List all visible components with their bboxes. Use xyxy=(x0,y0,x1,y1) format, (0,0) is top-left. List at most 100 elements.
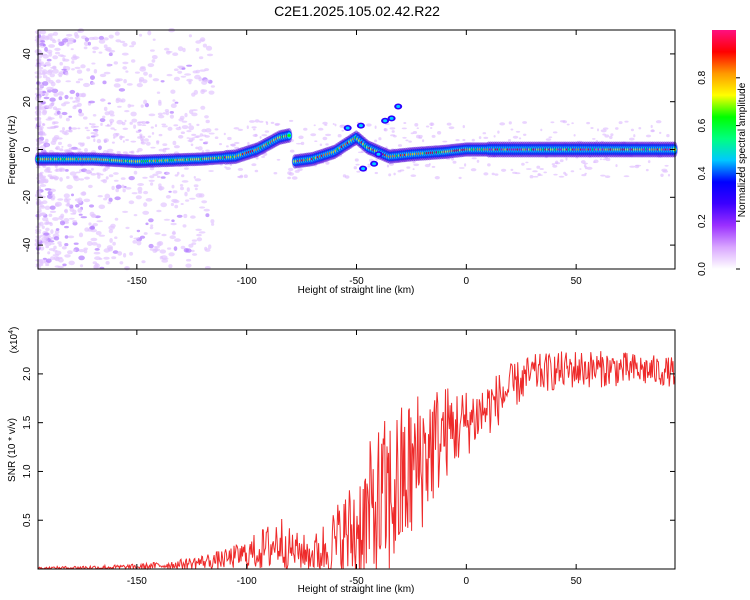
heatmap-cell xyxy=(633,134,635,137)
heatmap-cell xyxy=(69,148,73,151)
heatmap-cell xyxy=(164,219,170,221)
heatmap-cell xyxy=(97,244,102,248)
heatmap-cell xyxy=(322,122,327,125)
heatmap-cell xyxy=(111,256,116,259)
heatmap-cell xyxy=(202,135,206,137)
heatmap-cell xyxy=(122,53,129,56)
heatmap-cell xyxy=(54,236,59,240)
heatmap-cell xyxy=(487,163,491,166)
heatmap-cell xyxy=(338,134,342,137)
heatmap-cell xyxy=(172,99,175,102)
heatmap-cell xyxy=(592,138,596,140)
heatmap-cell xyxy=(290,150,295,153)
heatmap-cell xyxy=(244,174,248,178)
heatmap-cell xyxy=(195,229,202,231)
colorbar-tick-label: 0.2 xyxy=(697,214,708,228)
snr-y-scale-label: (x10 xyxy=(9,333,20,353)
heatmap-cell xyxy=(559,176,565,178)
heatmap-cell xyxy=(78,109,82,114)
heatmap-cell xyxy=(192,239,197,241)
heatmap-cell xyxy=(84,249,88,253)
heatmap-cell xyxy=(227,137,232,140)
heatmap-cell xyxy=(164,48,170,51)
heatmap-cell xyxy=(42,71,45,76)
heatmap-cell xyxy=(210,219,214,223)
heatmap-cell xyxy=(114,61,118,64)
heatmap-cell xyxy=(624,121,628,123)
heatmap-cell xyxy=(168,127,173,131)
heatmap-cell xyxy=(150,226,154,229)
spectrogram-x-tick-label: -100 xyxy=(237,276,257,287)
heatmap-cell xyxy=(666,134,669,137)
heatmap-cell xyxy=(158,113,163,116)
heatmap-cell xyxy=(178,135,183,139)
heatmap-cell xyxy=(114,236,117,239)
heatmap-cell xyxy=(189,198,196,200)
heatmap-cell xyxy=(665,165,669,167)
heatmap-cell xyxy=(191,134,196,136)
heatmap-cell xyxy=(142,79,147,83)
heatmap-cell xyxy=(48,44,55,48)
heatmap-cell xyxy=(199,139,203,141)
heatmap-cell xyxy=(122,62,128,65)
heatmap-cell xyxy=(57,137,63,139)
heatmap-cell xyxy=(56,228,60,231)
heatmap-cell xyxy=(188,80,191,84)
heatmap-cell xyxy=(200,106,205,110)
heatmap-cell xyxy=(230,144,236,146)
heatmap-cell xyxy=(97,139,101,143)
heatmap-cell xyxy=(191,250,195,252)
heatmap-cell xyxy=(188,123,191,126)
spectrogram-y-tick-label: 40 xyxy=(22,48,33,60)
heatmap-cell xyxy=(104,107,108,111)
colorbar-tick-label: 0.4 xyxy=(697,166,708,180)
heatmap-cell xyxy=(615,164,617,167)
heatmap-cell xyxy=(137,183,144,186)
heatmap-cell xyxy=(170,115,174,119)
heatmap-cell xyxy=(62,57,65,61)
heatmap-cell xyxy=(93,138,95,142)
heatmap-cell xyxy=(97,175,100,179)
heatmap-cell xyxy=(247,142,249,145)
heatmap-cell xyxy=(590,127,593,129)
heatmap-cell xyxy=(181,174,184,177)
heatmap-cell xyxy=(199,56,203,59)
heatmap-cell xyxy=(37,116,41,120)
heatmap-cell xyxy=(511,129,514,131)
heatmap-cell xyxy=(388,173,391,176)
heatmap-cell xyxy=(89,226,95,230)
heatmap-cell xyxy=(83,199,90,203)
heatmap-cell xyxy=(64,198,68,202)
heatmap-cell xyxy=(253,129,256,131)
heatmap-cell xyxy=(68,236,74,239)
snr-y-scale: (x104) xyxy=(8,327,20,354)
heatmap-cell xyxy=(177,66,183,69)
heatmap-cell xyxy=(42,91,46,94)
heatmap-cell xyxy=(46,259,52,263)
heatmap-cell xyxy=(76,148,81,150)
heatmap-cell xyxy=(148,63,155,67)
heatmap-cell xyxy=(110,114,115,116)
heatmap-cell xyxy=(161,176,166,179)
heatmap-cell xyxy=(110,122,113,126)
heatmap-cell xyxy=(103,138,109,142)
heatmap-cell xyxy=(73,249,77,252)
heatmap-cell xyxy=(137,124,142,126)
heatmap-cell xyxy=(335,124,337,127)
heatmap-cell xyxy=(167,247,171,249)
heatmap-cell xyxy=(497,131,499,134)
heatmap-cell xyxy=(413,164,419,167)
heatmap-cell xyxy=(53,121,58,124)
heatmap-cell xyxy=(47,59,52,62)
heatmap-cell xyxy=(261,134,267,136)
heatmap-cell xyxy=(40,37,46,41)
heatmap-cell xyxy=(172,52,178,56)
heatmap-cell xyxy=(584,164,586,167)
heatmap-cell xyxy=(303,128,307,131)
heatmap-cell xyxy=(184,73,191,76)
heatmap-cell xyxy=(67,144,72,148)
heatmap-cell xyxy=(288,168,293,171)
heatmap-cell xyxy=(417,127,419,129)
heatmap-cell xyxy=(160,249,167,253)
snr-x-tick-label: -100 xyxy=(237,576,257,587)
